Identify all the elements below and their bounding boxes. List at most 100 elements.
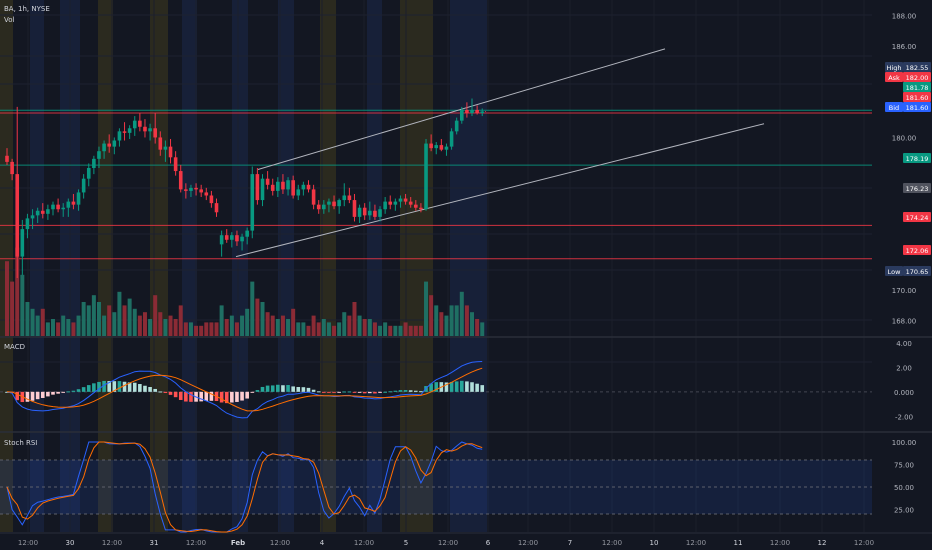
macd-histogram-bar — [184, 391, 188, 402]
candle-body — [465, 109, 469, 114]
volume-bar — [393, 325, 398, 336]
candle-body — [475, 109, 479, 114]
macd-histogram-bar — [224, 391, 229, 404]
volume-bar — [137, 315, 142, 336]
last-up-label-box — [903, 82, 931, 92]
candle-body — [158, 137, 163, 150]
macd-histogram-bar — [368, 391, 372, 394]
high-label-tag: High — [887, 64, 902, 72]
volume-bar — [188, 322, 193, 336]
macd-histogram-bar — [76, 389, 81, 392]
time-tick-label: 12:00 — [770, 539, 790, 547]
macd-tick-label: -2.00 — [895, 413, 913, 421]
bid-label-box — [903, 102, 931, 112]
candle-body — [81, 178, 86, 193]
session-band — [30, 0, 44, 532]
volume-bar — [265, 312, 270, 336]
macd-axis: 4.00 2.00 0.000 -2.00 — [894, 340, 914, 421]
candle-body — [178, 171, 183, 190]
volume-bar — [142, 312, 147, 336]
volume-bar — [40, 308, 45, 336]
stoch-rsi-indicator — [0, 441, 872, 533]
time-tick-label: 12:00 — [438, 539, 458, 547]
volume-bar — [429, 295, 434, 336]
candle-body — [316, 204, 321, 210]
volume-bar — [418, 325, 423, 336]
macd-histogram-bar — [301, 387, 306, 392]
macd-histogram-bar — [173, 391, 178, 398]
time-tick-label: 4 — [320, 539, 325, 547]
macd-histogram-bar — [383, 391, 387, 393]
volume-bar — [214, 322, 219, 336]
volume-bar — [158, 312, 163, 336]
candle-body — [66, 201, 71, 208]
price-tick-label: 186.00 — [892, 43, 917, 51]
macd-histogram-bar — [97, 381, 101, 392]
macd-histogram-bar — [240, 391, 244, 401]
low-label-tag-box — [885, 266, 903, 276]
candle-body — [449, 131, 454, 147]
volume-bar — [15, 247, 20, 336]
volume-bar — [107, 305, 112, 336]
price-axis[interactable]: 188.00 186.00 180.00 170.00 168.00 — [892, 12, 917, 325]
grid-lines — [0, 0, 872, 532]
candle-body — [311, 189, 316, 205]
ask-label-tag: Ask — [888, 74, 900, 82]
macd-title[interactable]: MACD — [4, 343, 25, 351]
volume-bar — [127, 298, 132, 336]
bid-label-tag: Bid — [889, 104, 899, 112]
macd-histogram-bar — [15, 391, 20, 401]
time-tick-label: 5 — [404, 539, 408, 547]
macd-histogram-bar — [138, 384, 142, 392]
last-down-label-value: 181.60 — [906, 94, 929, 102]
time-tick-label: 12:00 — [518, 539, 538, 547]
session-bands — [0, 0, 487, 532]
macd-histogram-bar — [388, 391, 393, 393]
candle-body — [322, 204, 326, 210]
macd-histogram-bar — [178, 391, 183, 400]
candle-body — [132, 120, 137, 129]
macd-histogram-bar — [316, 391, 321, 393]
stoch-tick-label: 25.00 — [894, 507, 914, 515]
symbol-title[interactable]: BA, 1h, NYSE — [4, 5, 50, 13]
session-band — [80, 0, 98, 532]
volume-label: Vol — [4, 16, 15, 24]
candle-body — [61, 207, 66, 210]
session-band — [400, 0, 433, 532]
volume-bar — [255, 298, 260, 336]
session-band — [450, 0, 487, 532]
volume-bar — [326, 322, 331, 336]
candle-body — [56, 204, 60, 210]
time-tick-label: 7 — [568, 539, 572, 547]
candle-body — [219, 235, 224, 245]
volume-bar — [388, 325, 393, 336]
macd-histogram-bar — [255, 390, 260, 392]
time-axis[interactable]: 12:00 30 12:00 31 12:00 Feb 12:00 4 12:00 5 12:00 6… — [18, 539, 874, 547]
volume-bar — [260, 302, 265, 336]
volume-bar — [352, 302, 357, 336]
candle-body — [255, 174, 260, 201]
time-tick-label: 12:00 — [686, 539, 706, 547]
macd-histogram-bar — [337, 391, 341, 393]
macd-histogram-bar — [393, 390, 398, 392]
stoch-title[interactable]: Stoch RSI — [4, 439, 38, 447]
level-176-label-value: 176.23 — [906, 185, 929, 193]
macd-histogram-bar — [459, 380, 464, 392]
macd-histogram-bar — [408, 390, 413, 392]
candle-body — [470, 109, 474, 114]
candle-body — [393, 201, 398, 205]
level-174-label-value: 174.24 — [906, 214, 929, 222]
volume-bar — [81, 302, 86, 336]
last-down-label-box — [903, 92, 931, 102]
candle-body — [107, 143, 111, 147]
candle-body — [20, 229, 25, 257]
candle-body — [138, 120, 142, 127]
candle-body — [92, 158, 96, 168]
time-tick-label: Feb — [231, 539, 245, 547]
candle-body — [378, 209, 382, 217]
candle-body — [194, 187, 198, 190]
volume-bar — [424, 281, 429, 336]
candle-body — [480, 111, 485, 114]
macd-histogram-bar — [296, 387, 301, 392]
